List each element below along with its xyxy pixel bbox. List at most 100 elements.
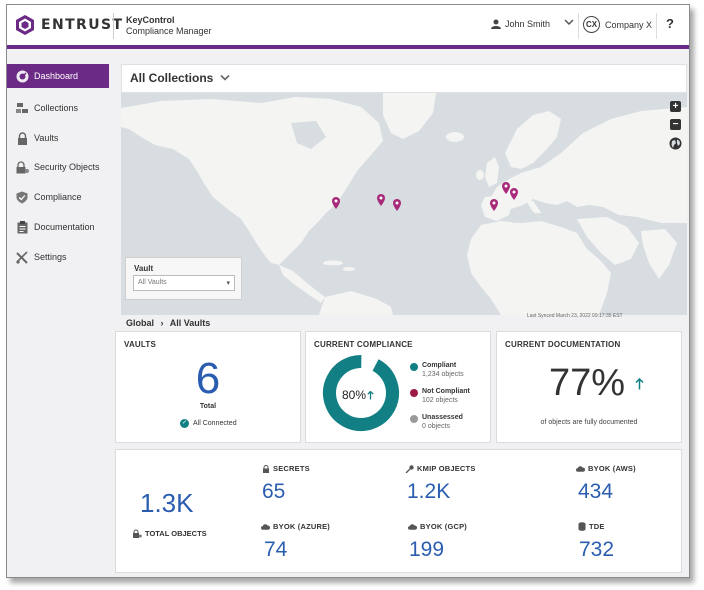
stat-value: 434 bbox=[578, 480, 614, 503]
stat-value: 1.2K bbox=[407, 480, 451, 503]
collection-title[interactable]: All Collections bbox=[130, 71, 214, 85]
stat-kmip-objects: KMIP OBJECTS bbox=[405, 464, 476, 473]
compliance-donut-chart[interactable] bbox=[322, 354, 400, 432]
stat-value: 732 bbox=[579, 538, 615, 561]
company-avatar: CX bbox=[583, 16, 600, 33]
database-icon bbox=[577, 522, 586, 531]
stat-label: BYOK (AWS) bbox=[588, 464, 636, 473]
total-objects-label-row: TOTAL OBJECTS bbox=[132, 529, 207, 538]
world-map[interactable]: + − Vault All Vaults ▾ bbox=[121, 93, 687, 315]
vault-select-value: All Vaults bbox=[138, 279, 167, 286]
sidebar-item-compliance[interactable]: Compliance bbox=[7, 185, 115, 209]
header-divider bbox=[578, 13, 579, 39]
vault-filter-panel: Vault All Vaults ▾ bbox=[125, 257, 242, 300]
sidebar-item-collections[interactable]: Collections bbox=[7, 96, 115, 120]
collection-selector-bar: All Collections bbox=[121, 64, 687, 93]
cloud-key-icon bbox=[261, 523, 270, 531]
vaults-card-title: VAULTS bbox=[124, 340, 157, 349]
breadcrumb-separator: › bbox=[160, 318, 164, 328]
map-pin-icon[interactable] bbox=[332, 197, 340, 209]
user-menu[interactable]: John Smith bbox=[491, 19, 550, 29]
zoom-out-button[interactable]: − bbox=[670, 119, 681, 130]
zoom-in-button[interactable]: + bbox=[670, 101, 681, 112]
stat-value: 65 bbox=[262, 480, 286, 503]
last-synced-text: Last Synced March 23, 2022 09:17:35 EST bbox=[527, 313, 623, 319]
chevron-down-icon[interactable] bbox=[564, 17, 574, 27]
legend-label: Not Compliant bbox=[422, 388, 470, 395]
compliance-card-title: CURRENT COMPLIANCE bbox=[314, 340, 413, 349]
legend-dot bbox=[410, 363, 418, 371]
vault-filter-label: Vault bbox=[134, 264, 154, 273]
globe-icon[interactable] bbox=[669, 137, 682, 150]
sidebar-item-label: Documentation bbox=[34, 222, 95, 232]
sidebar-item-label: Security Objects bbox=[34, 162, 100, 172]
stat-byok-azure: BYOK (AZURE) bbox=[261, 522, 330, 531]
dashboard-icon bbox=[15, 69, 29, 83]
vault-select[interactable]: All Vaults ▾ bbox=[133, 275, 235, 291]
sidebar-item-label: Dashboard bbox=[34, 71, 79, 81]
company-switcher[interactable]: CX Company X bbox=[583, 16, 652, 33]
vaults-count-label: Total bbox=[199, 403, 217, 410]
breadcrumb-global[interactable]: Global bbox=[126, 318, 155, 328]
vaults-card: VAULTS 6 Total ✓ All Connected bbox=[115, 331, 301, 443]
stat-byok-gcp: BYOK (GCP) bbox=[408, 522, 467, 531]
map-pin-icon[interactable] bbox=[393, 199, 401, 211]
map-pin-icon[interactable] bbox=[377, 194, 385, 206]
app-window: ENTRUST KeyControl Compliance Manager Jo… bbox=[6, 4, 690, 578]
stat-byok-aws: BYOK (AWS) bbox=[576, 464, 636, 473]
documentation-card-title: CURRENT DOCUMENTATION bbox=[505, 340, 621, 349]
map-pin-icon[interactable] bbox=[490, 199, 498, 211]
sidebar-item-security-objects[interactable]: Security Objects bbox=[7, 155, 115, 179]
stat-label: TDE bbox=[589, 522, 605, 531]
sidebar-item-label: Settings bbox=[34, 252, 67, 262]
legend-label: Unassessed bbox=[422, 414, 463, 421]
entrust-hexagon-icon bbox=[16, 15, 34, 35]
vault-lock-icon bbox=[15, 131, 29, 145]
sidebar-item-documentation[interactable]: Documentation bbox=[7, 215, 115, 239]
objects-card: 1.3K TOTAL OBJECTS SECRETS 65 KMIP OBJEC… bbox=[115, 449, 682, 573]
vaults-status: ✓ All Connected bbox=[180, 419, 237, 428]
logo-text: ENTRUST bbox=[41, 17, 124, 33]
sidebar-item-label: Vaults bbox=[34, 133, 59, 143]
app-name-line2: Compliance Manager bbox=[126, 26, 212, 36]
breadcrumb-current: All Vaults bbox=[169, 318, 211, 328]
check-circle-icon: ✓ bbox=[180, 419, 189, 428]
help-button[interactable]: ? bbox=[666, 16, 674, 31]
sidebar-item-settings[interactable]: Settings bbox=[7, 245, 115, 269]
vaults-status-text: All Connected bbox=[193, 420, 237, 427]
cloud-key-icon bbox=[576, 465, 585, 473]
legend-dot bbox=[410, 389, 418, 397]
user-icon bbox=[491, 19, 501, 29]
compliance-shield-icon bbox=[15, 190, 29, 204]
map-pin-icon[interactable] bbox=[502, 182, 510, 194]
compliance-card: CURRENT COMPLIANCE 80% Compliant 1,234 o… bbox=[305, 331, 491, 443]
cloud-key-icon bbox=[408, 523, 417, 531]
header-divider bbox=[113, 13, 114, 39]
entrust-logo[interactable]: ENTRUST bbox=[15, 14, 123, 36]
breadcrumb: Global › All Vaults bbox=[126, 318, 210, 328]
documentation-card: CURRENT DOCUMENTATION 77% of objects are… bbox=[496, 331, 682, 443]
company-name: Company X bbox=[605, 19, 653, 30]
header-divider bbox=[656, 13, 657, 39]
compliance-center-pct: 80% bbox=[342, 388, 367, 402]
stat-label: KMIP OBJECTS bbox=[417, 464, 476, 473]
legend-dot bbox=[410, 415, 418, 423]
key-icon bbox=[405, 464, 414, 473]
map-pin-icon[interactable] bbox=[510, 188, 518, 200]
stat-value: 74 bbox=[264, 538, 288, 561]
objects-lock-icon bbox=[133, 529, 142, 538]
legend-label: Compliant bbox=[422, 362, 457, 369]
documentation-sub: of objects are fully documented bbox=[540, 419, 638, 426]
chevron-down-icon[interactable] bbox=[220, 74, 230, 82]
stat-label: SECRETS bbox=[273, 464, 310, 473]
settings-tools-icon bbox=[15, 250, 29, 264]
stat-tde: TDE bbox=[577, 522, 605, 531]
arrow-up-icon bbox=[367, 390, 374, 399]
documentation-icon bbox=[15, 220, 29, 234]
sidebar-item-label: Collections bbox=[34, 103, 79, 113]
sidebar-item-dashboard[interactable]: Dashboard bbox=[7, 64, 109, 88]
sidebar-item-vaults[interactable]: Vaults bbox=[7, 126, 115, 150]
total-objects-label: TOTAL OBJECTS bbox=[145, 529, 207, 538]
stat-secrets: SECRETS bbox=[261, 464, 310, 473]
vaults-count: 6 bbox=[195, 354, 221, 403]
